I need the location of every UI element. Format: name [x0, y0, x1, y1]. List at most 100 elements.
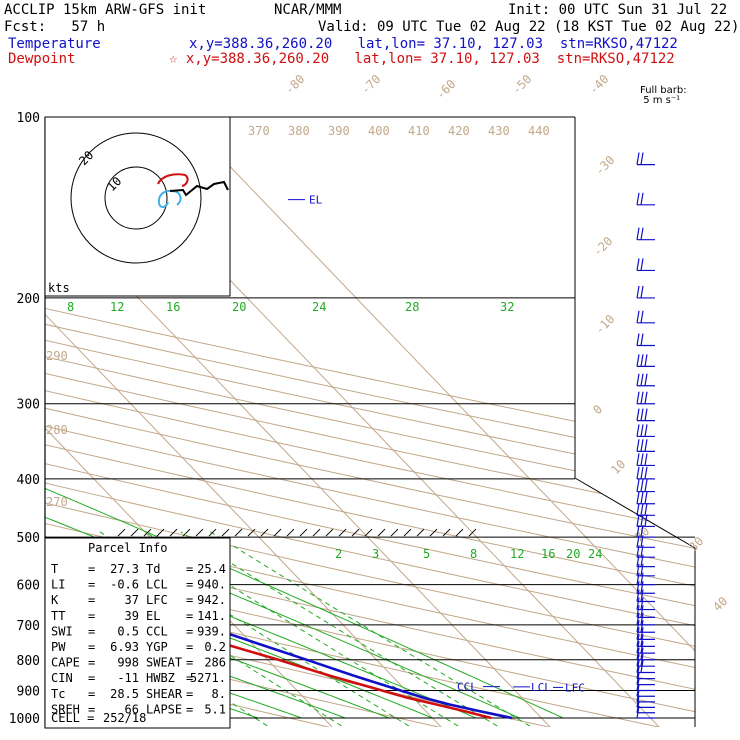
parcel-key: SHEAR	[146, 687, 183, 701]
parcel-value: 39	[125, 609, 139, 623]
tropopause-tick	[195, 528, 204, 537]
wind-barb-flag	[644, 479, 648, 492]
wind-barb-flag	[640, 227, 644, 240]
parcel-value: 37	[125, 593, 139, 607]
wind-barb-flag	[636, 672, 640, 685]
parcel-value: 939.	[197, 624, 226, 638]
wind-barb-flag	[644, 408, 648, 421]
wind-barb-flag	[640, 545, 644, 558]
parcel-key: PW	[51, 640, 66, 654]
parcel-eq: =	[186, 593, 193, 607]
wind-barb-flag	[636, 479, 640, 492]
mixing-ratio-label: 16	[541, 547, 555, 561]
wind-barb-flag	[636, 647, 640, 660]
forecast-hour: Fcst: 57 h	[4, 19, 106, 35]
wind-barb-flag	[640, 554, 644, 567]
pressure-label: 200	[17, 292, 40, 307]
pressure-label: 1000	[9, 712, 40, 727]
wind-barb-flag	[644, 373, 648, 386]
theta-label: 410	[408, 124, 430, 138]
temperature-legend: Temperature	[8, 36, 101, 52]
parcel-eq: =	[186, 656, 193, 670]
parcel-eq: =	[88, 671, 95, 685]
parcel-value: 942.	[197, 593, 226, 607]
wind-barb-flag	[640, 391, 644, 404]
tropopause-tick	[169, 528, 178, 537]
theta-label: 380	[288, 124, 310, 138]
temperature-profile	[45, 117, 513, 720]
wind-barb-flag	[640, 612, 644, 626]
wind-barb-flag	[640, 466, 644, 479]
hodograph-units: kts	[48, 281, 70, 295]
wind-barb-flag	[640, 354, 644, 367]
wind-barb-flag	[640, 620, 644, 633]
mixing-ratio-line	[210, 531, 538, 727]
wind-barb-flag	[636, 589, 640, 602]
theta-label: 420	[448, 124, 470, 138]
wind-barb-flag	[640, 654, 644, 667]
parcel-eq: =	[186, 624, 193, 638]
wind-barb-flag	[640, 660, 644, 673]
parcel-value: 6.93	[110, 640, 139, 654]
wind-barb-flag	[644, 424, 648, 437]
parcel-key: HWBZ	[146, 671, 175, 685]
dry-adiabat	[45, 117, 695, 727]
pressure-label: 900	[17, 684, 40, 699]
wind-barb-flag	[636, 439, 640, 452]
lcl-label: LCL	[531, 681, 551, 694]
mixing-ratio-line	[45, 531, 350, 727]
tropopause-tick	[442, 528, 451, 537]
tropopause-tick	[377, 528, 386, 537]
wind-barb-flag	[640, 503, 644, 516]
theta-label: 430	[488, 124, 510, 138]
parcel-eq: =	[186, 562, 193, 576]
hodograph-upper	[169, 180, 229, 197]
parcel-value: 5271.	[190, 671, 226, 685]
parcel-value: 66	[125, 702, 139, 716]
parcel-key: LCL	[146, 578, 168, 592]
wind-barb-flag	[640, 285, 644, 299]
wind-barb-flag	[644, 466, 648, 479]
wind-barb-flag	[640, 524, 644, 538]
isotherm-label: -40	[586, 72, 611, 97]
parcel-value: 0.2	[204, 640, 226, 654]
wind-barb-flag	[640, 535, 644, 548]
tropopause-tick	[390, 528, 399, 537]
mixing-ratio-label: 2	[335, 547, 342, 561]
wind-barb-flag	[640, 605, 644, 618]
wind-barb-flag	[636, 514, 640, 527]
tropopause-tick	[351, 528, 360, 537]
wind-barb-flag	[636, 503, 640, 516]
wind-barb-flag	[644, 453, 648, 466]
isotherm-line	[182, 117, 695, 727]
tropopause-tick	[325, 528, 334, 537]
theta-label-left: 290	[46, 349, 68, 363]
theta-label: 390	[328, 124, 350, 138]
tropopause-tick	[273, 528, 282, 537]
parcel-eq: =	[88, 702, 95, 716]
wind-barb-flag	[640, 627, 644, 640]
wind-barb-flag	[640, 572, 644, 585]
dewpoint-location-text: x,y=388.36,260.20 lat,lon= 37.10, 127.03…	[185, 51, 675, 67]
parcel-value: -11	[117, 671, 139, 685]
wind-barb-flag	[636, 545, 640, 558]
barb-note-line1: Full barb:	[640, 85, 687, 96]
parcel-eq: =	[88, 640, 95, 654]
wind-barb-flag	[636, 152, 640, 165]
dewpoint-profile	[45, 117, 492, 720]
wind-barb-flag	[636, 641, 640, 654]
pressure-label: 100	[17, 111, 40, 126]
wind-barb-flag	[644, 354, 648, 367]
parcel-eq: =	[186, 640, 193, 654]
parcel-eq: =	[88, 656, 95, 670]
isotherm-label: -50	[509, 72, 534, 97]
wind-barb-flag	[636, 554, 640, 567]
dewpoint-location: ☆ x,y=388.36,260.20 lat,lon= 37.10, 127.…	[169, 51, 675, 67]
theta-label: 440	[528, 124, 550, 138]
wind-barb-flag	[636, 572, 640, 585]
parcel-value: 27.3	[110, 562, 139, 576]
wind-barb-flag	[636, 700, 640, 713]
isotherm-label: -10	[592, 312, 617, 337]
mixing-ratio-label: 12	[510, 547, 524, 561]
parcel-eq: =	[88, 593, 95, 607]
